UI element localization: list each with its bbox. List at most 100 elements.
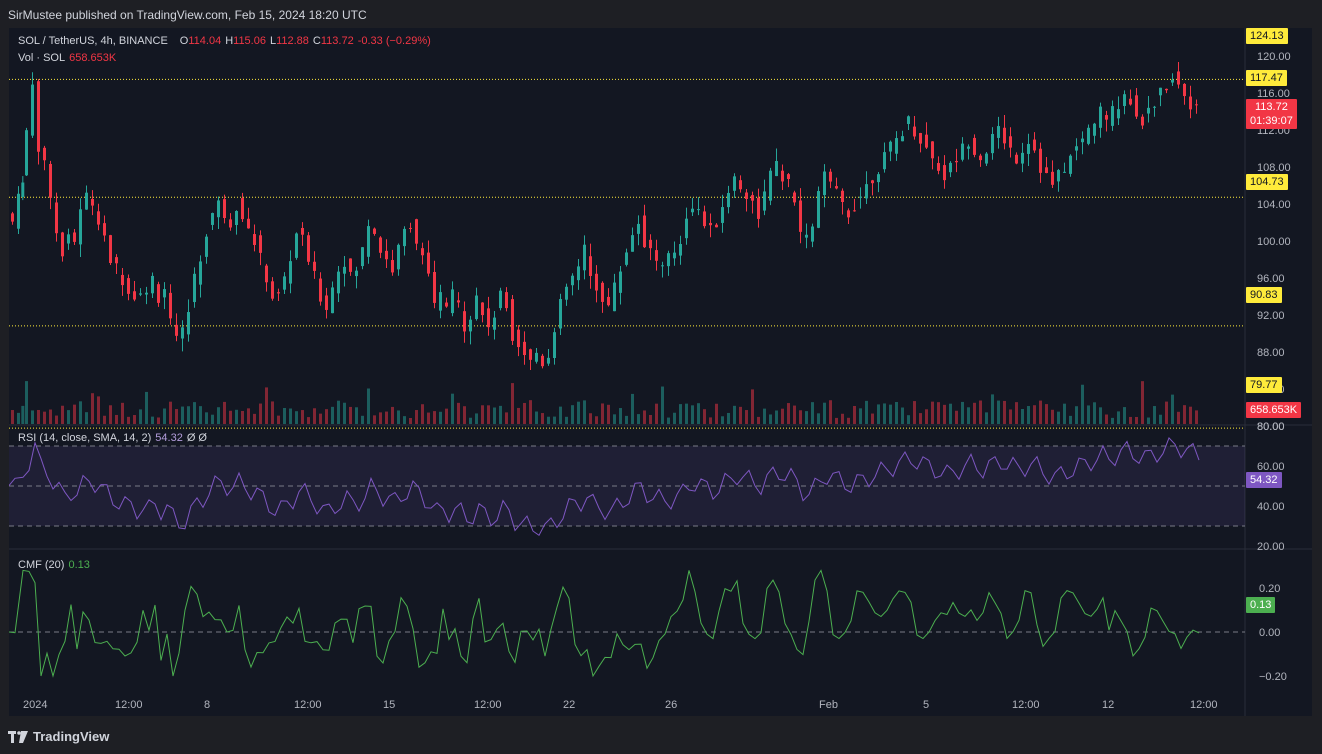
candle-body [481, 302, 484, 316]
low-value: 112.88 [276, 35, 309, 47]
candle-body [1051, 171, 1054, 185]
volume-bar [1051, 409, 1054, 424]
close-value: 113.72 [320, 35, 354, 47]
candle-body [271, 281, 274, 299]
candle-body [553, 332, 556, 358]
candle-body [397, 244, 400, 270]
volume-bar [655, 403, 658, 424]
candle-body [469, 319, 472, 332]
volume-bar [67, 410, 70, 424]
candle-body [949, 162, 952, 173]
volume-bar [853, 405, 856, 424]
volume-bar [733, 405, 736, 424]
cmf-line [9, 569, 1200, 678]
volume-bar [79, 401, 82, 424]
candle-body [133, 291, 136, 300]
volume-bar [115, 414, 118, 424]
volume-bar [949, 403, 952, 424]
volume-bar [961, 401, 964, 424]
volume-bar [1147, 417, 1150, 424]
volume-bar [283, 407, 286, 424]
volume-bar [1171, 394, 1174, 424]
candle-body [793, 192, 796, 203]
volume-bar [685, 403, 688, 424]
rsi-legend[interactable]: RSI (14, close, SMA, 14, 2) 54.32 Ø Ø [18, 432, 207, 444]
volume-bar [151, 416, 154, 424]
volume-bar [229, 410, 232, 424]
price-axis-tick: 88.00 [1257, 347, 1285, 359]
volume-bar [1075, 406, 1078, 424]
candle-body [319, 278, 322, 302]
volume-bar [907, 415, 910, 424]
candle-body [73, 232, 76, 242]
volume-bar [835, 417, 838, 424]
candle-body [193, 273, 196, 303]
volume-bar [865, 400, 868, 424]
candle-body [343, 266, 346, 274]
cmf-legend[interactable]: CMF (20) 0.13 [18, 559, 90, 571]
candle-body [1087, 127, 1090, 144]
candle-body [655, 250, 658, 261]
candle-body [67, 234, 70, 244]
candle-body [781, 170, 784, 182]
volume-bar [565, 416, 568, 424]
volume-bar [1189, 406, 1192, 424]
volume-bar [31, 410, 34, 424]
candle-body [583, 244, 586, 271]
candle-body [733, 176, 736, 191]
volume-bar [559, 406, 562, 424]
candle-body [601, 282, 604, 302]
level-badge-104: 104.73 [1246, 174, 1288, 190]
candle-body [841, 190, 844, 202]
rsi-axis-tick: 40.00 [1257, 501, 1285, 513]
chart-canvas[interactable]: 120.00116.00112.00108.00104.00100.0096.0… [9, 28, 1312, 716]
volume-bar [409, 417, 412, 424]
candle-body [121, 274, 124, 286]
time-axis-tick: 12:00 [474, 699, 502, 711]
cmf-value: 0.13 [68, 559, 90, 571]
symbol-legend[interactable]: SOL / TetherUS, 4h, BINANCE O 114.04 H 115… [18, 35, 431, 47]
volume-bar [463, 406, 466, 424]
candle-body [21, 182, 25, 198]
candle-body [169, 292, 172, 319]
volume-bar [1009, 409, 1012, 424]
time-axis-tick: 12 [1102, 699, 1114, 711]
candle-body [871, 180, 874, 184]
rsi-badge: 54.32 [1246, 472, 1282, 488]
price-axis-tick: 100.00 [1257, 236, 1291, 248]
candle-body [265, 265, 268, 283]
volume-bar [1039, 400, 1042, 424]
volume-bar [253, 413, 256, 424]
volume-bar [1105, 414, 1108, 424]
volume-legend[interactable]: Vol · SOL 658.653K [18, 52, 116, 64]
volume-bar [601, 403, 604, 424]
candle-body [877, 174, 880, 183]
volume-bar [187, 406, 190, 424]
candle-body [157, 284, 160, 303]
volume-bar [361, 415, 364, 424]
cmf-label: CMF (20) [18, 559, 65, 571]
candle-body [1111, 106, 1114, 126]
candle-body [235, 210, 238, 226]
chart-area[interactable]: 120.00 116.00 112.00 108.00 104.00 100.00 96.0… [9, 28, 1312, 716]
candle-body [457, 300, 460, 303]
candle-body [415, 219, 418, 244]
candle-body [919, 133, 922, 144]
candle-body [97, 211, 100, 225]
candle-body [571, 275, 574, 286]
volume-bar [943, 404, 946, 424]
volume-bar [1129, 416, 1132, 424]
rsi-axis-tick: 60.00 [1257, 461, 1285, 473]
candle-body [439, 292, 442, 311]
volume-bar [751, 389, 754, 424]
volume-bar [217, 407, 220, 424]
volume-bar [811, 402, 814, 424]
volume-label: Vol · SOL [18, 52, 66, 64]
candle-body [613, 282, 616, 312]
candle-body [697, 209, 700, 211]
candle-body [799, 200, 802, 232]
volume-bar [1093, 402, 1096, 424]
tradingview-logo[interactable]: TradingView [8, 729, 109, 744]
volume-bar [643, 410, 646, 424]
candle-body [25, 130, 28, 176]
